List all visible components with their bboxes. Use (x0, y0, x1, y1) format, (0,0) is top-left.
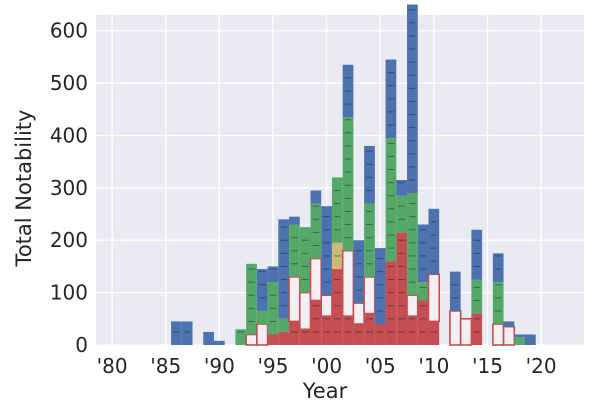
bar-segment (299, 227, 311, 293)
bar-segment (417, 300, 429, 345)
bar-segment (341, 249, 355, 317)
bar-segment (492, 253, 504, 283)
bar-segment (471, 279, 483, 314)
bar-segment (502, 325, 516, 346)
x-tick-label: '15 (472, 354, 503, 378)
y-axis-ticks: 0 100 200 300 400 500 600 (50, 19, 88, 357)
bar-segment (245, 333, 258, 346)
bar-segment (407, 316, 418, 345)
bar-segment (471, 229, 483, 280)
bar-segment (417, 224, 429, 283)
bar-segment (289, 216, 300, 225)
bar-segment (396, 195, 408, 233)
y-tick-label: 300 (50, 176, 88, 200)
bar-segment (321, 316, 332, 345)
bar-segment (374, 324, 386, 345)
bar-segment (256, 310, 268, 325)
bar-segment (267, 266, 279, 283)
bar-segment (352, 302, 365, 325)
bar-segment (459, 318, 473, 346)
y-tick-label: 400 (50, 123, 88, 147)
bar-segment (406, 294, 419, 317)
bar-segment (342, 117, 354, 251)
bar-segment (331, 242, 343, 270)
bar-segment (385, 138, 397, 262)
bar-segment (364, 145, 375, 204)
bar-segment (353, 240, 365, 304)
y-tick-label: 500 (50, 71, 88, 95)
bar-segment (246, 263, 257, 335)
bar-segment (213, 340, 225, 345)
bar-segment (396, 232, 408, 345)
bar-segment (331, 177, 343, 243)
bar-segment (181, 321, 193, 345)
bar-segment (364, 203, 375, 277)
x-tick-label: '95 (257, 354, 288, 378)
bar-segment (278, 219, 290, 319)
y-tick-label: 0 (75, 333, 88, 357)
x-tick-label: '10 (418, 354, 449, 378)
bar-segment (342, 316, 354, 345)
x-tick-label: '85 (150, 354, 181, 378)
bar-segment (525, 334, 536, 345)
x-axis-label: Year (302, 379, 348, 403)
x-axis-ticks: '80 '85 '90 '95 '00 '05 '10 '15 '20 (97, 354, 557, 378)
bar-segment (428, 321, 440, 345)
bar-segment (171, 321, 182, 345)
x-tick-label: '80 (97, 354, 128, 378)
bar-segment (289, 321, 300, 345)
bar-segment (407, 193, 418, 296)
bar-segment (289, 224, 300, 277)
bar-segment (471, 313, 483, 345)
x-tick-label: '00 (311, 354, 342, 378)
bar-segment (449, 271, 461, 311)
bar-segment (298, 291, 312, 331)
bar-segment (427, 273, 441, 323)
bar-segment (267, 282, 279, 335)
bar-segment (363, 276, 376, 315)
y-axis-label: Total Notability (12, 110, 36, 268)
bar-segment (428, 208, 440, 275)
bar-segment (449, 310, 462, 346)
x-tick-label: '20 (526, 354, 557, 378)
x-tick-label: '05 (365, 354, 396, 378)
bar-segment (385, 59, 397, 139)
y-tick-label: 100 (50, 281, 88, 305)
bar-segment (374, 248, 386, 325)
bar-segment (331, 269, 343, 345)
bar-segment (288, 276, 301, 323)
bar-segment (342, 64, 354, 118)
bar-segment (385, 261, 397, 345)
x-tick-label: '90 (204, 354, 235, 378)
bar-segment (235, 329, 247, 345)
bar-segment (492, 323, 505, 346)
bar-segment (353, 324, 365, 345)
bar-segment (278, 318, 290, 332)
bar-segment (321, 206, 332, 296)
bar-segment (310, 203, 322, 259)
y-tick-label: 600 (50, 19, 88, 43)
bar-segment (396, 180, 408, 196)
bar-segment (309, 257, 323, 302)
bar-segment (256, 269, 268, 311)
bar-segment (278, 331, 290, 345)
y-tick-label: 200 (50, 228, 88, 252)
bar-segment (417, 282, 429, 301)
bar-segment (492, 282, 504, 325)
bar-segment (299, 329, 311, 345)
bar-segment (256, 323, 269, 346)
bar-segment (364, 313, 375, 345)
bar-segment (407, 4, 418, 194)
bar-segment (267, 334, 279, 345)
bar-segment (514, 334, 526, 338)
bar-segment (310, 190, 322, 204)
bar-segment (503, 321, 515, 327)
bar-segment (514, 337, 526, 345)
bar-segment (310, 300, 322, 345)
bar-segment (203, 331, 214, 345)
bar-segment (320, 294, 333, 317)
bars (171, 4, 536, 346)
